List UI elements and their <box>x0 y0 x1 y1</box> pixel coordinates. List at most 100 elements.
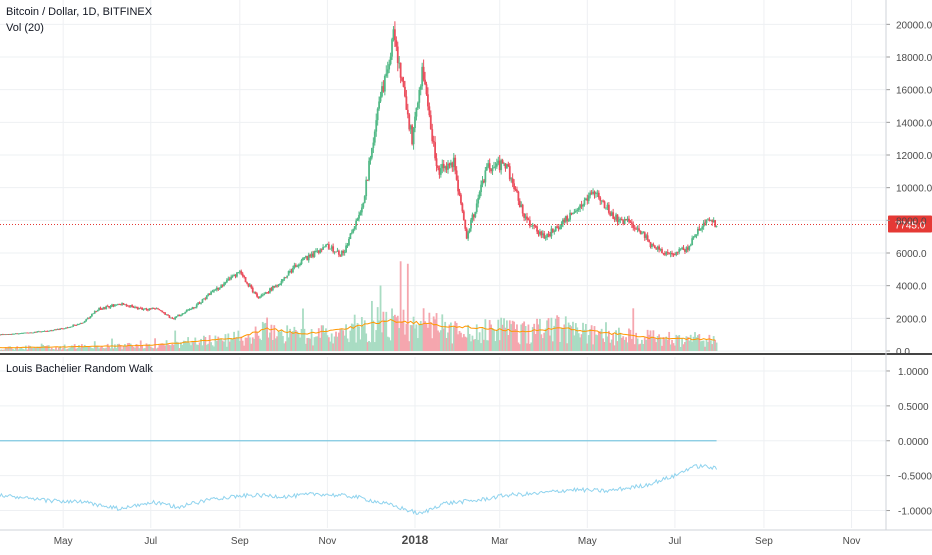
candle-body <box>353 226 356 230</box>
volume-bar <box>191 340 194 351</box>
candle-body <box>622 220 625 225</box>
candle-body <box>175 316 178 318</box>
candle-body <box>350 232 353 234</box>
candle-body <box>520 204 523 208</box>
candle-body <box>307 254 310 261</box>
volume-bar <box>454 321 457 351</box>
volume-bar <box>89 347 92 351</box>
candle-body <box>144 308 146 310</box>
volume-bar <box>516 324 518 351</box>
candle-body <box>510 178 513 180</box>
volume-bar <box>290 332 293 351</box>
indicator-title[interactable]: Louis Bachelier Random Walk <box>6 363 153 375</box>
candle-body <box>256 293 258 297</box>
y-tick-label: 14000.0 <box>896 118 932 129</box>
candle-body <box>39 331 42 333</box>
volume-bar <box>419 321 422 351</box>
candle-body <box>672 253 675 255</box>
volume-bar <box>564 316 567 351</box>
candle-body <box>1 334 4 336</box>
candle-body <box>299 263 302 265</box>
candle-body <box>689 245 692 246</box>
volume-bar <box>55 347 57 351</box>
volume-bar <box>204 337 207 351</box>
candle-body <box>158 309 161 311</box>
volume-bar <box>618 327 620 351</box>
candle-body <box>136 307 139 310</box>
candle-body <box>477 198 480 204</box>
volume-bar <box>32 348 34 351</box>
candle-body <box>135 306 138 308</box>
volume-title[interactable]: Vol (20) <box>6 22 44 34</box>
volume-bar <box>376 307 379 351</box>
candle-body <box>494 166 497 168</box>
volume-bar <box>523 321 526 351</box>
candle-body <box>551 228 554 232</box>
volume-bar <box>124 344 126 351</box>
volume-bar <box>73 344 76 351</box>
volume-bar <box>322 325 324 351</box>
candle-body <box>194 307 197 309</box>
volume-bar <box>138 348 141 351</box>
candle-body <box>432 141 435 143</box>
candle-body <box>250 284 253 288</box>
volume-bar <box>190 345 192 351</box>
volume-bar <box>293 326 296 351</box>
candle-body <box>579 204 582 208</box>
volume-bar <box>579 337 582 351</box>
volume-bar <box>224 334 227 351</box>
volume-bar <box>487 340 490 351</box>
volume-bar <box>495 329 498 351</box>
candle-body <box>389 56 392 65</box>
candle-body <box>10 334 13 335</box>
volume-bar <box>307 337 310 351</box>
volume-bar <box>82 346 85 351</box>
candle-body <box>22 333 24 334</box>
volume-bar <box>349 330 352 351</box>
candle-body <box>269 288 271 293</box>
candle-body <box>467 232 470 239</box>
volume-bar <box>661 345 663 351</box>
volume-bar <box>399 261 402 351</box>
candle-body <box>452 157 455 168</box>
volume-bar <box>284 341 287 351</box>
candle-body <box>676 252 679 253</box>
candle-body <box>599 197 602 201</box>
candle-body <box>592 191 594 194</box>
candle-body <box>4 334 7 336</box>
candle-body <box>630 222 633 225</box>
candle-body <box>583 200 586 205</box>
volume-bar <box>652 330 655 351</box>
volume-bar <box>584 323 587 351</box>
volume-bar <box>116 343 119 351</box>
symbol-title[interactable]: Bitcoin / Dollar, 1D, BITFINEX <box>6 6 153 18</box>
volume-bar <box>679 346 682 351</box>
candle-body <box>569 212 571 220</box>
volume-bar <box>253 338 256 351</box>
volume-bar <box>709 340 712 351</box>
candle-body <box>393 29 396 41</box>
candle-body <box>293 265 296 268</box>
volume-bar <box>303 328 306 351</box>
volume-bar <box>460 332 462 351</box>
volume-bar <box>605 322 607 351</box>
volume-bar <box>610 339 613 351</box>
random-walk-line <box>0 463 718 515</box>
volume-bar <box>427 327 429 351</box>
volume-bar <box>695 337 698 351</box>
volume-bar <box>135 344 138 351</box>
candle-body <box>116 304 119 306</box>
volume-bar <box>373 342 376 351</box>
candle-body <box>200 302 202 304</box>
volume-bar <box>326 335 329 351</box>
volume-bar <box>597 331 600 351</box>
volume-bar <box>616 341 619 351</box>
candle-body <box>369 157 372 161</box>
candle-body <box>303 257 306 258</box>
candle-body <box>439 168 442 175</box>
candle-body <box>412 127 415 145</box>
candle-body <box>277 285 280 287</box>
volume-bar <box>132 346 135 351</box>
candle-body <box>109 305 112 308</box>
